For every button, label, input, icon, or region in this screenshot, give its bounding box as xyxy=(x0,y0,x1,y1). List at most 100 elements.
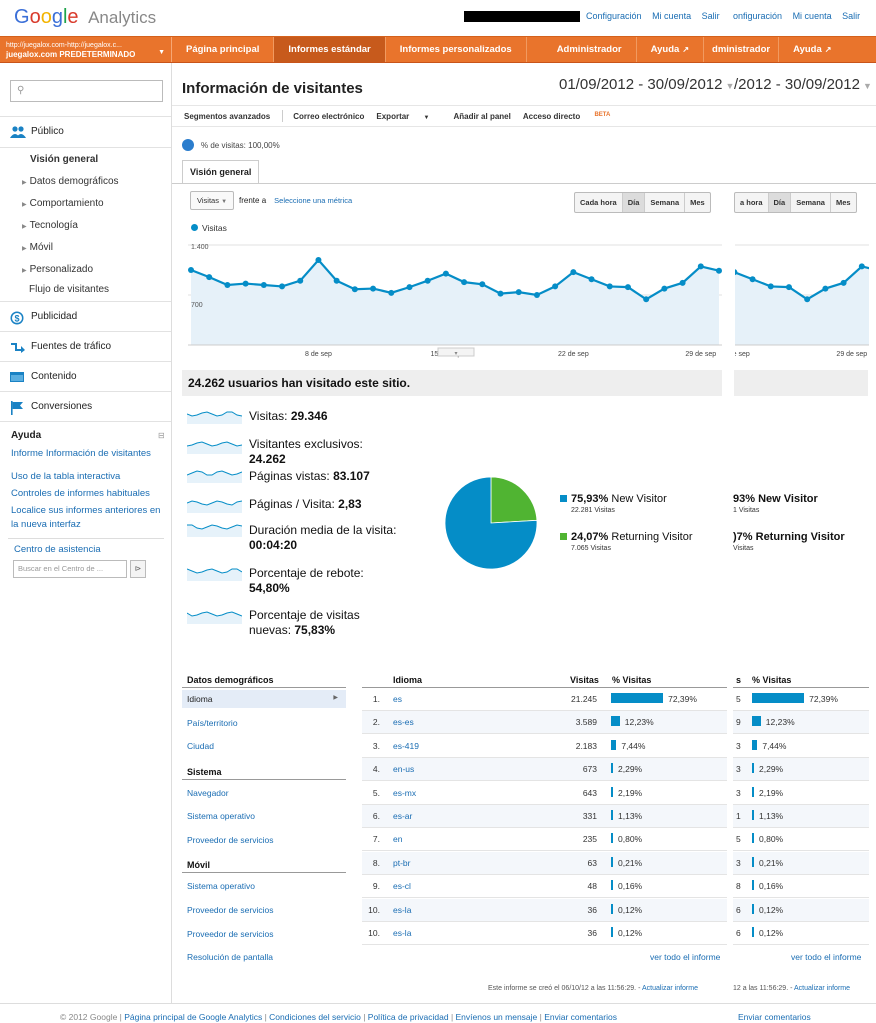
demo-ciudad[interactable]: Ciudad xyxy=(187,741,214,751)
chart-point[interactable] xyxy=(840,279,847,286)
chart-point[interactable] xyxy=(804,296,811,303)
help-link-report[interactable]: Informe Información de visitantes xyxy=(11,448,151,459)
tab-vision-general[interactable]: Visión general xyxy=(182,160,260,183)
sidebar-datos-demograficos[interactable]: ▶ Datos demográficos xyxy=(22,176,119,187)
chart-point[interactable] xyxy=(822,285,829,292)
footer-message-link[interactable]: Envíenos un mensaje xyxy=(455,1012,538,1022)
chart-point[interactable] xyxy=(497,290,504,297)
chart-point[interactable] xyxy=(206,274,213,281)
chart-point[interactable] xyxy=(606,283,613,290)
chart-point[interactable] xyxy=(679,279,686,286)
metric-select[interactable]: Visitas ▼ xyxy=(190,191,235,210)
chart-point[interactable] xyxy=(279,283,286,290)
help-link-locate[interactable]: Localice sus informes anteriores en xyxy=(11,505,161,516)
chart-point[interactable] xyxy=(661,285,668,292)
chart-point[interactable] xyxy=(735,269,738,276)
sidebar-fuentes-trafico[interactable]: Fuentes de tráfico xyxy=(0,331,171,361)
chart-point[interactable] xyxy=(297,277,304,284)
sidebar-publico[interactable]: Público xyxy=(0,116,171,146)
col-pct-visitas-dup[interactable]: % Visitas xyxy=(752,675,792,685)
nav-admin-dup[interactable]: dministrador xyxy=(704,37,780,62)
footer-ga-home-link[interactable]: Página principal de Google Analytics xyxy=(124,1012,263,1022)
config-link[interactable]: onfiguración xyxy=(733,11,783,21)
logout-link[interactable]: Salir xyxy=(842,11,861,21)
row-language-link[interactable]: es-la xyxy=(393,928,412,938)
see-full-report-link-dup[interactable]: ver todo el informe xyxy=(791,952,862,962)
day-button[interactable]: Día xyxy=(622,193,646,212)
sys-proveedor[interactable]: Proveedor de servicios xyxy=(187,835,274,845)
select-metric-link[interactable]: Seleccione una métrica xyxy=(274,196,353,205)
chart-point[interactable] xyxy=(767,283,774,290)
nav-custom-reports[interactable]: Informes personalizados xyxy=(386,37,527,62)
footer-feedback-link-dup[interactable]: Enviar comentarios xyxy=(738,1012,811,1022)
help-link-table[interactable]: Uso de la tabla interactiva xyxy=(11,471,121,482)
sidebar-personalizado[interactable]: ▶ Personalizado xyxy=(22,264,93,275)
chart-point[interactable] xyxy=(424,277,431,284)
chart-point[interactable] xyxy=(552,283,559,290)
chart-point[interactable] xyxy=(388,289,395,296)
account-selector[interactable]: http://juegalox.com-http://juegalox.c...… xyxy=(0,37,172,62)
sidebar-contenido[interactable]: Contenido xyxy=(0,361,171,391)
help-link-locate-2[interactable]: la nueva interfaz xyxy=(11,519,81,530)
hourly-button[interactable]: Cada hora xyxy=(575,193,623,212)
month-button[interactable]: Mes xyxy=(690,198,705,207)
nav-admin[interactable]: Administrador xyxy=(543,37,637,62)
refresh-report-link[interactable]: Actualizar informe xyxy=(641,985,698,992)
shortcut-button[interactable]: Acceso directo BETA xyxy=(522,111,611,121)
footer-feedback-link[interactable]: Enviar comentarios xyxy=(544,1012,617,1022)
chart-point[interactable] xyxy=(333,277,340,284)
chart-point[interactable] xyxy=(315,257,322,263)
chart-point[interactable] xyxy=(785,284,792,291)
chart-resize-handle[interactable] xyxy=(437,347,475,357)
sidebar-tecnologia[interactable]: ▶ Tecnología xyxy=(22,220,78,231)
nav-help[interactable]: Ayuda ↗ xyxy=(637,37,705,62)
row-language-link[interactable]: es-419 xyxy=(393,740,419,751)
help-search-input[interactable]: Buscar en el Centro de ... xyxy=(13,560,127,578)
sys-so[interactable]: Sistema operativo xyxy=(187,811,256,821)
row-language-link[interactable]: es-cl xyxy=(393,881,411,892)
chart-point[interactable] xyxy=(570,269,577,276)
chart-point[interactable] xyxy=(370,285,377,292)
hourly-button[interactable]: a hora xyxy=(735,193,769,212)
row-language-link[interactable]: es-ar xyxy=(393,811,413,821)
row-language-link[interactable]: es xyxy=(393,694,402,704)
footer-privacy-link[interactable]: Política de privacidad xyxy=(367,1012,449,1022)
date-range-picker[interactable]: 01/09/2012 - 30/09/2012 ▼ xyxy=(559,76,735,93)
col-pct-visitas[interactable]: % Visitas xyxy=(612,675,652,685)
chart-point[interactable] xyxy=(588,276,595,283)
help-search-button[interactable]: ⊳ xyxy=(130,560,146,578)
row-language-link[interactable]: pt-br xyxy=(393,857,411,868)
account-link[interactable]: Mi cuenta xyxy=(792,11,832,21)
chart-point[interactable] xyxy=(260,282,267,288)
chart-point[interactable] xyxy=(188,267,194,273)
row-language-link[interactable]: es-es xyxy=(393,717,414,728)
sidebar-publicidad[interactable]: $ Publicidad xyxy=(0,301,171,331)
demo-pais[interactable]: País/territorio xyxy=(187,718,238,728)
day-button[interactable]: Día xyxy=(768,193,792,212)
logout-link[interactable]: Salir xyxy=(701,11,720,21)
chart-point[interactable] xyxy=(643,296,650,303)
advanced-segments-button[interactable]: Segmentos avanzados xyxy=(184,111,271,121)
chart-point[interactable] xyxy=(749,276,756,283)
pie-slice-new[interactable] xyxy=(444,476,538,570)
mob-proveedor-2[interactable]: Proveedor de servicios xyxy=(187,929,274,939)
row-language-link[interactable]: en xyxy=(393,834,403,845)
chart-point[interactable] xyxy=(351,286,358,293)
date-range-picker-dup[interactable]: /2012 - 30/09/2012 ▼ xyxy=(734,76,872,93)
week-button[interactable]: Semana xyxy=(645,193,686,212)
chart-point[interactable] xyxy=(533,292,540,298)
chart-point[interactable] xyxy=(515,289,522,296)
nav-home[interactable]: Página principal xyxy=(172,37,275,62)
chart-point[interactable] xyxy=(624,284,631,291)
help-link-controls[interactable]: Controles de informes habituales xyxy=(11,488,150,499)
mob-so[interactable]: Sistema operativo xyxy=(187,881,256,891)
chart-point[interactable] xyxy=(461,279,468,286)
config-link[interactable]: Configuración xyxy=(586,11,642,21)
help-center-link[interactable]: Centro de asistencia xyxy=(14,544,101,555)
chart-point[interactable] xyxy=(242,280,249,287)
refresh-report-link[interactable]: Actualizar informe xyxy=(793,985,851,992)
row-language-link[interactable]: es-la xyxy=(393,904,412,915)
sidebar-movil[interactable]: ▶ Móvil xyxy=(22,242,53,253)
nav-help-dup[interactable]: Ayuda ↗ xyxy=(793,44,832,55)
google-analytics-logo[interactable]: Google Analytics xyxy=(14,6,157,28)
